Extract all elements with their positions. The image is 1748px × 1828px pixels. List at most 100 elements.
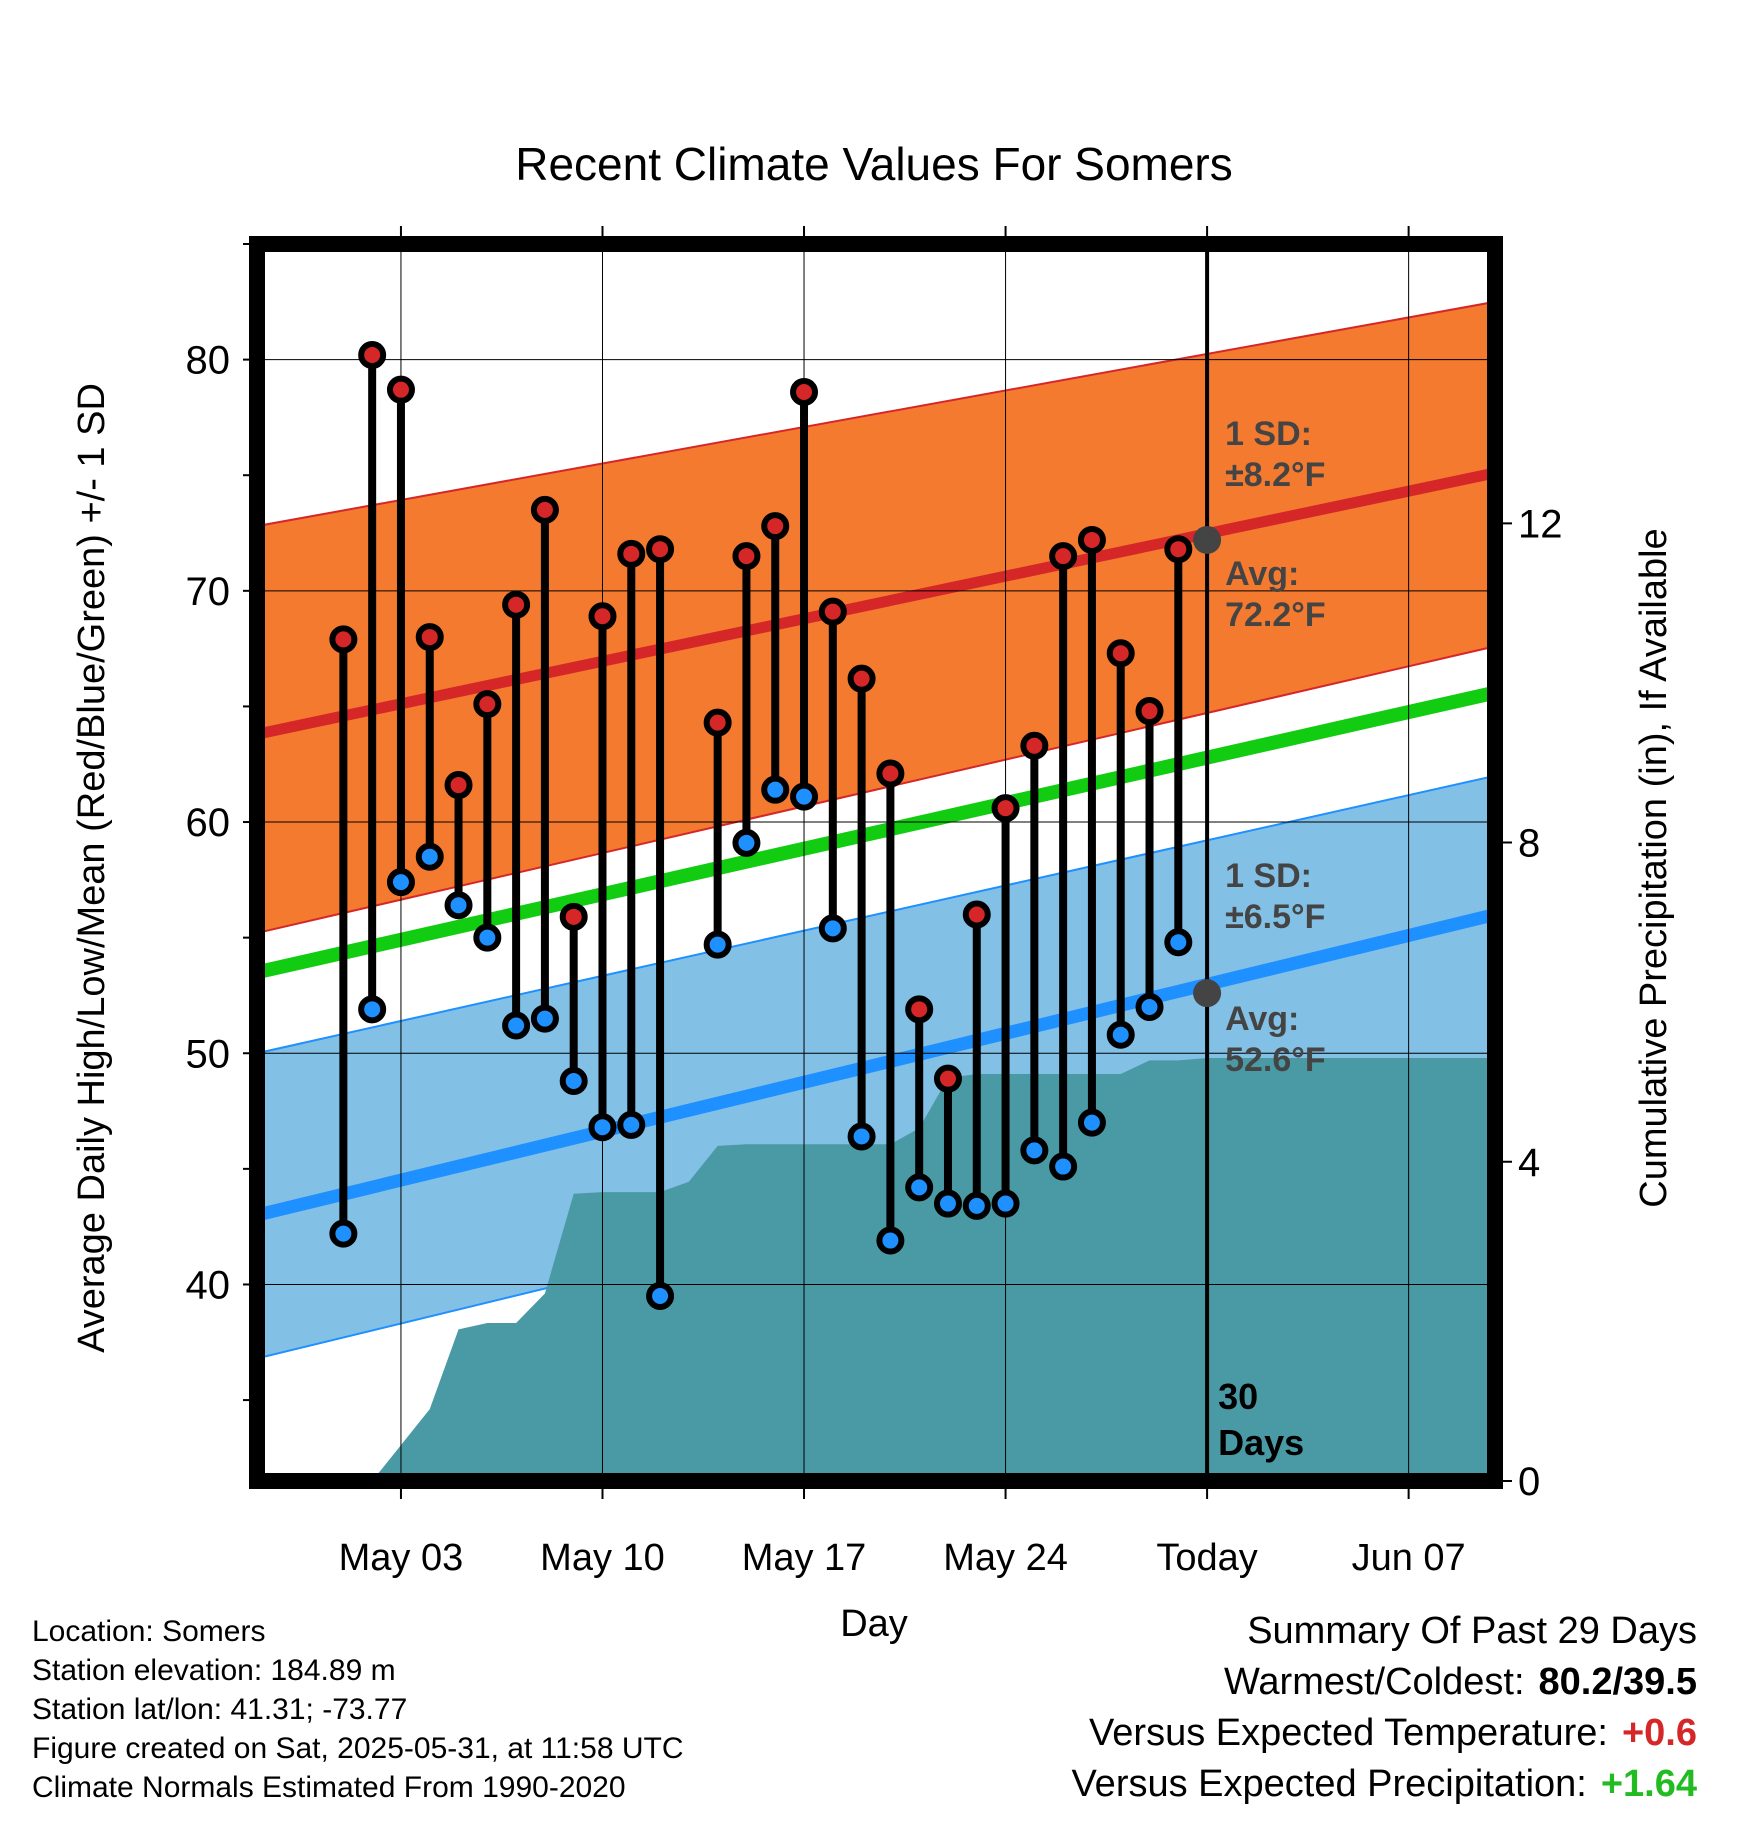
y-tick-label: 50 (186, 1032, 231, 1076)
today-days-label: 30 (1218, 1376, 1258, 1417)
summary-temp: Versus Expected Temperature: +0.6 (1071, 1708, 1697, 1759)
low-temp-point (1077, 1108, 1106, 1137)
high-temp-point (617, 539, 646, 568)
low-temp-point (1164, 928, 1193, 957)
high-temp-point (1049, 542, 1078, 571)
high-temp-point (1077, 525, 1106, 554)
figure-created: Figure created on Sat, 2025-05-31, at 11… (32, 1732, 684, 1765)
precip-vs-expected-label: Versus Expected Precipitation: (1071, 1763, 1587, 1805)
low-temp-point (703, 930, 732, 959)
x-tick-label: May 10 (540, 1537, 665, 1579)
plot-frame (249, 236, 1503, 1489)
low-temp-point (732, 828, 761, 857)
low-temp-point (1106, 1020, 1135, 1049)
high-temp-point (933, 1064, 962, 1093)
x-tick-label: Jun 07 (1352, 1537, 1466, 1579)
low-temp-point (415, 842, 444, 871)
high-temp-point (703, 708, 732, 737)
high-temp-point (818, 597, 847, 626)
temp-vs-expected-label: Versus Expected Temperature: (1089, 1712, 1608, 1754)
station-info: Location: Somers Station elevation: 184.… (32, 1612, 684, 1807)
high-sd-annotation: 1 SD: (1225, 415, 1312, 453)
high-normal-line (264, 468, 1488, 739)
high-temp-point (761, 512, 790, 541)
low-temp-point (933, 1189, 962, 1218)
high-temp-point (876, 759, 905, 788)
low-temp-point (502, 1011, 531, 1040)
low-sd-annotation: ±6.5°F (1225, 898, 1325, 936)
y-tick-label: 60 (186, 801, 231, 845)
normals-period: Climate Normals Estimated From 1990-2020 (32, 1771, 626, 1804)
high-temp-point (386, 375, 415, 404)
precip-vs-expected-value: +1.64 (1600, 1763, 1697, 1805)
y-right-tick-label: 12 (1518, 502, 1563, 546)
low-temp-point (358, 995, 387, 1024)
high-temp-point (473, 690, 502, 719)
high-temp-point (1106, 639, 1135, 668)
x-tick-label: May 17 (742, 1537, 867, 1579)
x-tick-label: Today (1156, 1537, 1257, 1579)
high-temp-point (1135, 697, 1164, 726)
low-temp-point (991, 1189, 1020, 1218)
low-temp-point (530, 1004, 559, 1033)
high-temp-point (1164, 535, 1193, 564)
y-axis-label-right: Cumulative Precipitation (in), If Availa… (1633, 528, 1675, 1207)
low-avg-annotation: 52.6°F (1225, 1041, 1326, 1079)
warmest-coldest-label: Warmest/Coldest: (1223, 1661, 1525, 1703)
low-temp-point (1135, 993, 1164, 1022)
high-temp-point (329, 625, 358, 654)
warmest-coldest-value: 80.2/39.5 (1538, 1661, 1697, 1703)
station-latlon: Station lat/lon: 41.31; -73.77 (32, 1693, 408, 1726)
low-temp-point (962, 1191, 991, 1220)
low-temp-point (847, 1122, 876, 1151)
precip-area (377, 1058, 1488, 1474)
high-avg-annotation: Avg: (1225, 555, 1299, 593)
low-temp-point (646, 1282, 675, 1311)
high-temp-point (559, 902, 588, 931)
high-temp-point (646, 535, 675, 564)
low-temp-point (617, 1110, 646, 1139)
chart-title: Recent Climate Values For Somers (515, 138, 1233, 190)
low-temp-point (905, 1173, 934, 1202)
high-temp-point (415, 623, 444, 652)
high-temp-point (588, 602, 617, 631)
high-temp-point (962, 900, 991, 929)
y-right-tick-label: 8 (1518, 822, 1540, 866)
low-sd-annotation: 1 SD: (1225, 857, 1312, 895)
low-normal-line (264, 909, 1488, 1221)
high-sd-annotation: ±8.2°F (1225, 456, 1325, 494)
high-temp-point (502, 590, 531, 619)
station-location: Location: Somers (32, 1615, 266, 1648)
x-axis-label: Day (840, 1603, 908, 1645)
low-temp-point (1020, 1136, 1049, 1165)
axes: 40 50 60 70 80 0 4 8 12 May 03 May 10 May 17 May 24 T… (186, 226, 1563, 1579)
low-temp-point (559, 1066, 588, 1095)
x-tick-label: May 03 (339, 1537, 464, 1579)
high-temp-point (444, 771, 473, 800)
high-sd-band (264, 302, 1488, 933)
high-temp-point (358, 340, 387, 369)
low-temp-point (761, 775, 790, 804)
low-temp-point (876, 1226, 905, 1255)
high-temp-point (991, 794, 1020, 823)
today-low-avg-marker (1193, 979, 1222, 1008)
high-temp-point (847, 664, 876, 693)
low-temp-point (444, 891, 473, 920)
y-tick-label: 70 (186, 570, 231, 614)
mean-normal-line (264, 686, 1488, 978)
y-tick-label: 40 (186, 1263, 231, 1307)
y-tick-label: 80 (186, 339, 231, 383)
summary-title: Summary Of Past 29 Days (1247, 1610, 1697, 1652)
high-avg-annotation: 72.2°F (1225, 596, 1326, 634)
high-temp-point (1020, 731, 1049, 760)
temp-vs-expected-value: +0.6 (1621, 1712, 1697, 1754)
summary-panel: Summary Of Past 29 Days Warmest/Coldest:… (1071, 1606, 1697, 1810)
today-high-avg-marker (1193, 525, 1222, 554)
high-temp-point (905, 995, 934, 1024)
y-right-tick-label: 4 (1518, 1141, 1540, 1185)
high-temp-point (732, 542, 761, 571)
summary-precip: Versus Expected Precipitation: +1.64 (1071, 1759, 1697, 1810)
low-temp-point (1049, 1152, 1078, 1181)
